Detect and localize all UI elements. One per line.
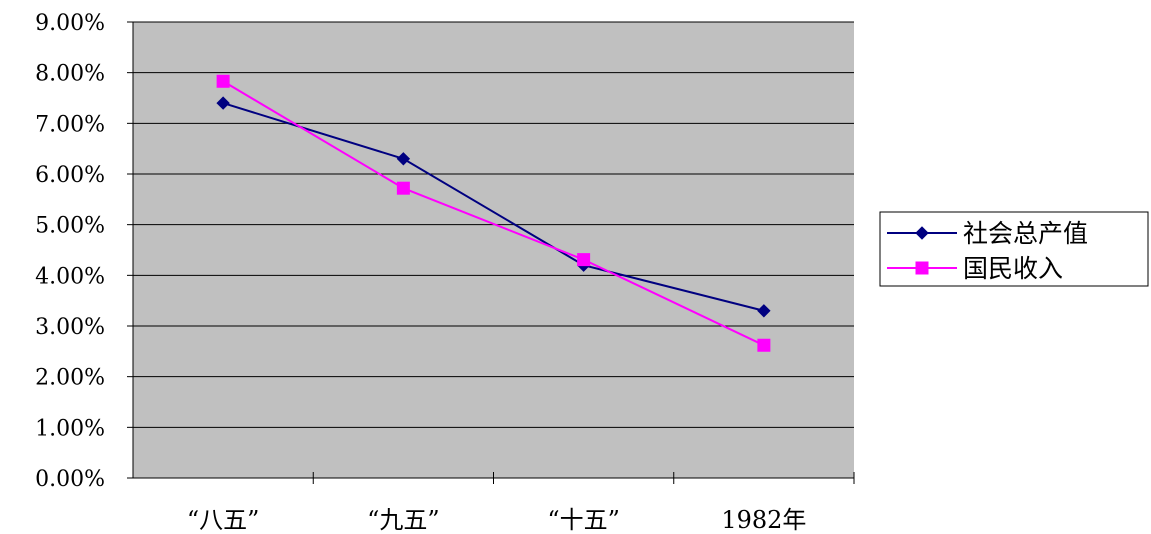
series-line <box>222 80 765 347</box>
data-point <box>216 96 230 110</box>
data-point <box>757 338 771 352</box>
data-point <box>216 74 230 88</box>
y-axis-ticks: 0.00% 1.00% 2.00% 3.00% 4.00% 5.00% 6.00% 7.00%… <box>35 11 133 492</box>
series-1 <box>216 74 771 352</box>
x-axis-ticks: “八五” “九五” “十五” 1982年 <box>187 472 855 534</box>
data-point <box>577 253 591 267</box>
y-tick-label: 1.00% <box>35 416 105 441</box>
x-tick-label: “十五” <box>547 506 620 534</box>
x-tick-label: 1982年 <box>721 506 806 534</box>
data-point <box>757 304 771 318</box>
data-point <box>396 181 410 195</box>
y-tick-label: 3.00% <box>35 315 105 340</box>
x-tick-label: “八五” <box>187 506 260 534</box>
y-tick-label: 8.00% <box>35 62 105 87</box>
series-line <box>222 102 765 312</box>
data-point <box>396 152 411 166</box>
legend-marker <box>915 261 929 275</box>
legend-marker <box>915 226 929 240</box>
legend-label: 国民收入 <box>963 254 1063 283</box>
y-tick-label: 0.00% <box>35 467 105 492</box>
y-tick-label: 7.00% <box>35 112 105 137</box>
plot-area <box>133 22 854 478</box>
series <box>216 74 771 352</box>
series-0 <box>216 96 771 318</box>
legend-label: 社会总产值 <box>963 219 1088 248</box>
y-tick-label: 9.00% <box>35 11 105 36</box>
y-tick-label: 4.00% <box>35 264 105 289</box>
x-tick-label: “九五” <box>367 506 440 534</box>
y-tick-label: 5.00% <box>35 214 105 239</box>
y-tick-label: 6.00% <box>35 163 105 188</box>
y-tick-label: 2.00% <box>35 366 105 391</box>
